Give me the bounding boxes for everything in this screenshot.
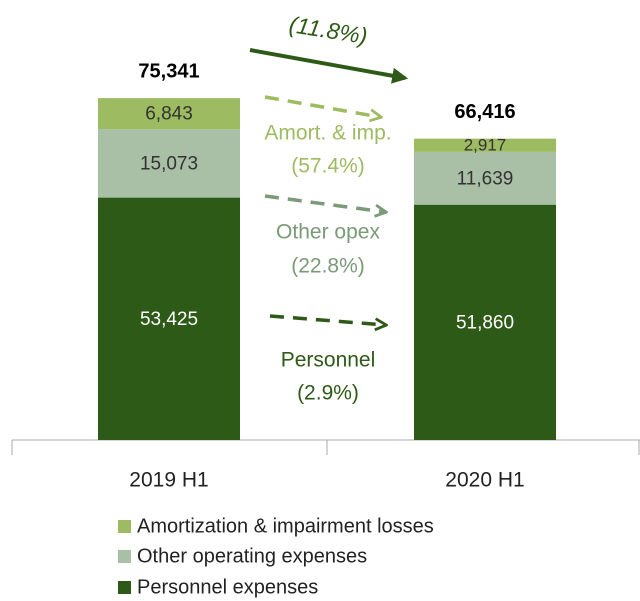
data-label: 6,843 [145, 104, 193, 125]
total-label: 66,416 [454, 101, 515, 123]
bar-segment [414, 151, 556, 205]
annotation: Personnel [281, 349, 376, 372]
legend-swatch [118, 520, 131, 533]
arrow [269, 314, 385, 325]
arrow [249, 48, 409, 84]
legend-label: Personnel expenses [137, 576, 318, 598]
x-tick-label: 2020 H1 [445, 469, 524, 492]
bar-segment [98, 197, 240, 440]
bar-segment [414, 204, 556, 440]
legend-swatch [118, 581, 131, 594]
arrow [264, 194, 385, 212]
x-tick-label: 2019 H1 [129, 469, 208, 492]
annotation: (2.9%) [297, 382, 359, 405]
data-label: 11,639 [457, 168, 514, 189]
annotation: Other opex [276, 221, 380, 244]
bar-segment [98, 129, 240, 198]
data-label: 15,073 [140, 153, 198, 174]
annotation: Amort. & imp. [264, 122, 391, 145]
legend-label: Other operating expenses [137, 545, 367, 567]
legend-swatch [118, 550, 131, 563]
annotation: (22.8%) [291, 255, 365, 278]
data-label: 2,917 [464, 136, 507, 155]
bar-segment [414, 138, 556, 152]
bar-segment [98, 98, 240, 130]
annotation: (11.8%) [287, 11, 369, 49]
total-label: 75,341 [138, 60, 199, 82]
data-label: 53,425 [140, 309, 198, 330]
arrow [264, 95, 380, 117]
data-label: 51,860 [456, 312, 514, 333]
annotation: (57.4%) [291, 155, 365, 178]
legend-label: Amortization & impairment losses [137, 515, 434, 537]
